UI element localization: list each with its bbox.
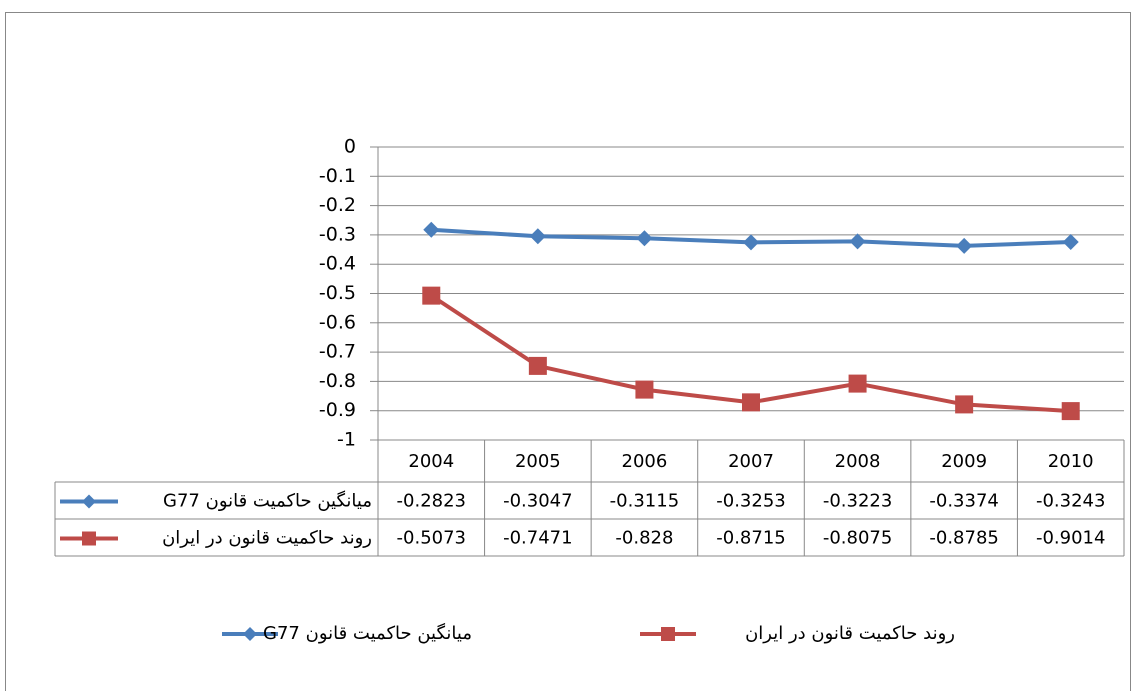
- y-tick-label: -0.6: [319, 311, 356, 333]
- marker: [82, 531, 96, 546]
- table-cell: -0.3223: [823, 491, 892, 512]
- marker: [528, 356, 547, 375]
- marker: [955, 395, 974, 414]
- table-cell: -0.5073: [397, 528, 466, 549]
- x-tick-label: 2007: [728, 451, 774, 472]
- y-tick-label: -0.9: [319, 399, 356, 421]
- x-tick-label: 2010: [1048, 451, 1094, 472]
- marker: [849, 233, 866, 250]
- y-tick-label: -0.2: [319, 194, 356, 216]
- table-cell: -0.3115: [610, 491, 679, 512]
- marker: [423, 221, 440, 238]
- table-cell: -0.3047: [503, 491, 572, 512]
- marker: [1062, 234, 1079, 251]
- marker: [661, 627, 675, 641]
- marker: [243, 627, 257, 641]
- x-tick-label: 2006: [622, 451, 668, 472]
- x-tick-label: 2008: [835, 451, 881, 472]
- table-cell: -0.3374: [929, 491, 998, 512]
- y-tick-label: -0.5: [319, 282, 356, 304]
- table-cell: -0.8075: [823, 528, 892, 549]
- x-tick-label: 2005: [515, 451, 561, 472]
- table-cell: -0.3243: [1036, 491, 1105, 512]
- marker: [742, 393, 760, 412]
- table-cell: -0.7471: [503, 528, 572, 549]
- y-tick-label: -0.3: [319, 223, 356, 245]
- table-cell: -0.8785: [929, 528, 998, 549]
- y-tick-label: -1: [337, 429, 356, 451]
- legend-label: روند حاکمیت قانون در ایران: [745, 623, 955, 644]
- x-tick-label: 2009: [941, 451, 987, 472]
- marker: [422, 286, 441, 305]
- marker: [636, 230, 653, 247]
- y-tick-label: -0.7: [319, 341, 356, 363]
- legend-label: میانگین حاکمیت قانون G77: [263, 622, 472, 644]
- table-cell: -0.2823: [397, 491, 466, 512]
- table-cell: -0.828: [615, 528, 673, 549]
- x-tick-label: 2004: [408, 451, 454, 472]
- table-cell: -0.8715: [716, 528, 785, 549]
- marker: [956, 237, 973, 254]
- table-row-label: روند حاکمیت قانون در ایران: [162, 528, 372, 549]
- y-tick-label: -0.1: [319, 165, 356, 187]
- marker: [848, 374, 867, 393]
- marker: [1061, 402, 1080, 421]
- table-cell: -0.9014: [1036, 528, 1105, 549]
- y-tick-label: -0.8: [319, 370, 356, 392]
- marker: [635, 380, 654, 399]
- marker: [82, 494, 96, 509]
- marker: [743, 234, 759, 251]
- marker: [529, 228, 546, 245]
- table-row-label: میانگین حاکمیت قانون G77: [163, 490, 372, 512]
- y-tick-label: 0: [344, 136, 356, 158]
- y-tick-label: -0.4: [319, 253, 356, 275]
- table-cell: -0.3253: [716, 491, 785, 512]
